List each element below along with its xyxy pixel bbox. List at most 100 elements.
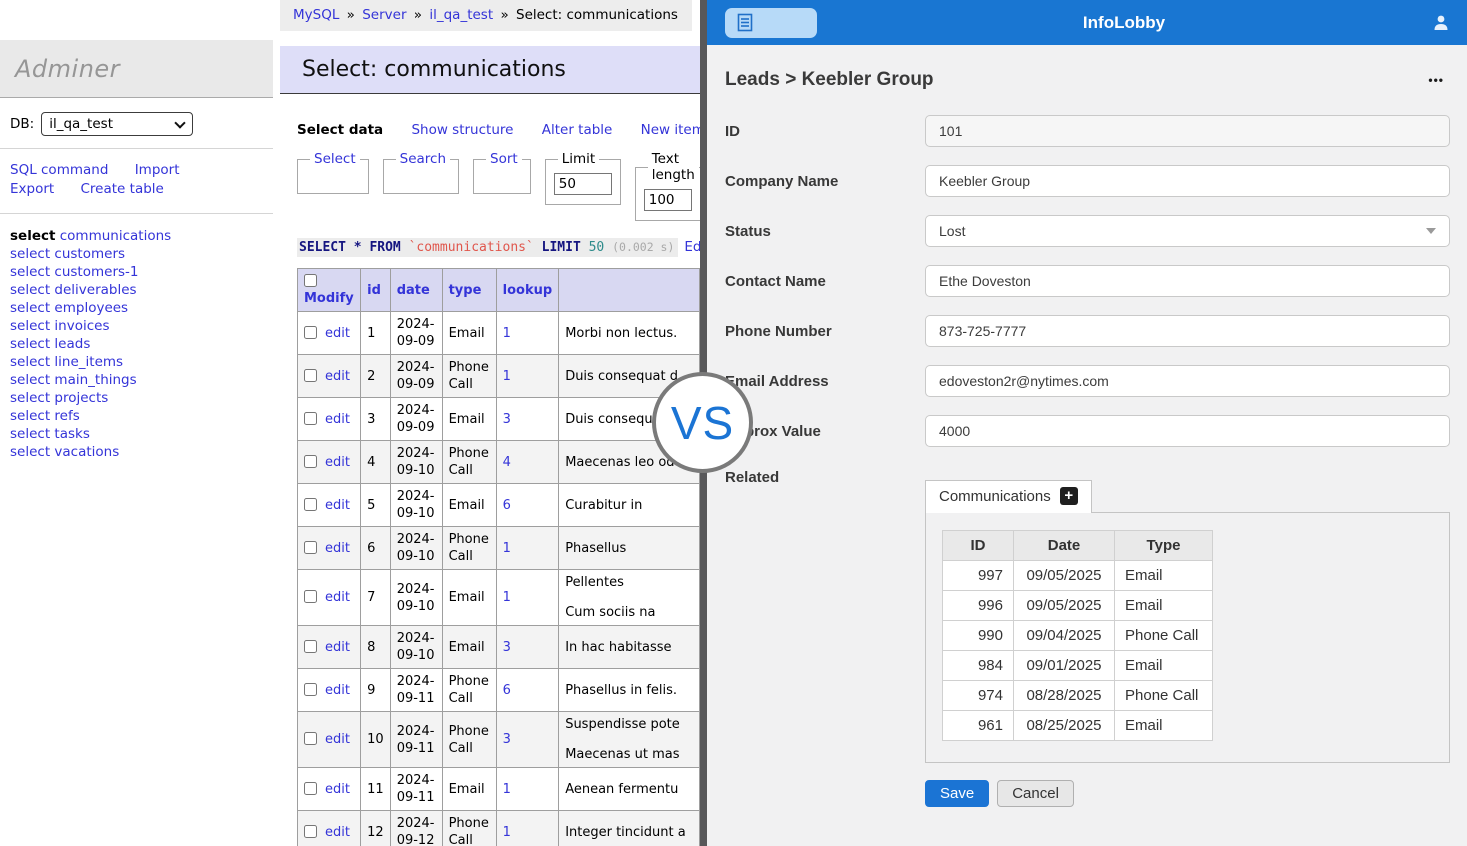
edit-link[interactable]: edit <box>325 326 350 341</box>
sql-command-link[interactable]: SQL command <box>10 162 108 178</box>
select-link-leads[interactable]: select <box>10 336 50 352</box>
modify-header-link[interactable]: Modify <box>304 291 354 306</box>
lookup-link[interactable]: 1 <box>503 825 511 840</box>
tab-new-item[interactable]: New item <box>641 122 700 138</box>
more-options-icon[interactable]: ••• <box>1428 73 1450 87</box>
select-link-projects[interactable]: select <box>10 390 50 406</box>
date-sort-link[interactable]: date <box>397 283 430 298</box>
email-address-field[interactable] <box>925 365 1450 397</box>
save-button[interactable]: Save <box>925 780 989 807</box>
select-legend-link[interactable]: Select <box>314 151 356 167</box>
cancel-button[interactable]: Cancel <box>997 780 1074 807</box>
edit-link[interactable]: edit <box>325 640 350 655</box>
table-link-refs[interactable]: refs <box>54 408 79 424</box>
row-checkbox[interactable] <box>304 782 317 795</box>
user-icon[interactable] <box>1431 13 1451 33</box>
breadcrumb-mysql[interactable]: MySQL <box>293 7 339 23</box>
select-link-tasks[interactable]: select <box>10 426 50 442</box>
table-link-customers[interactable]: customers <box>54 246 125 262</box>
export-link[interactable]: Export <box>10 181 54 197</box>
breadcrumb-db[interactable]: il_qa_test <box>429 7 493 23</box>
status-select[interactable]: Lost <box>925 215 1450 247</box>
contact-name-field[interactable] <box>925 265 1450 297</box>
row-checkbox[interactable] <box>304 825 317 838</box>
id-field[interactable] <box>925 115 1450 147</box>
row-checkbox[interactable] <box>304 541 317 554</box>
edit-link[interactable]: edit <box>325 369 350 384</box>
adminer-logo[interactable]: Adminer <box>15 55 120 83</box>
select-link-main-things[interactable]: select <box>10 372 50 388</box>
type-sort-link[interactable]: type <box>449 283 482 298</box>
edit-link[interactable]: edit <box>325 498 350 513</box>
tab-show-structure[interactable]: Show structure <box>411 122 513 138</box>
select-link-refs[interactable]: select <box>10 408 50 424</box>
select-link-employees[interactable]: select <box>10 300 50 316</box>
edit-link[interactable]: edit <box>325 590 350 605</box>
create-table-link[interactable]: Create table <box>81 181 164 197</box>
cell-text: Suspendisse poteMaecenas ut mas <box>559 712 700 768</box>
table-link-tasks[interactable]: tasks <box>54 426 89 442</box>
import-link[interactable]: Import <box>135 162 180 178</box>
lookup-link[interactable]: 1 <box>503 369 511 384</box>
row-checkbox[interactable] <box>304 369 317 382</box>
row-checkbox[interactable] <box>304 412 317 425</box>
row-checkbox[interactable] <box>304 326 317 339</box>
edit-link[interactable]: edit <box>325 732 350 747</box>
row-checkbox[interactable] <box>304 640 317 653</box>
lookup-link[interactable]: 1 <box>503 590 511 605</box>
lookup-link[interactable]: 4 <box>503 455 511 470</box>
table-link-line-items[interactable]: line_items <box>54 354 123 370</box>
lookup-link[interactable]: 3 <box>503 640 511 655</box>
edit-link[interactable]: edit <box>325 825 350 840</box>
select-all-checkbox[interactable] <box>304 274 317 287</box>
phone-number-field[interactable] <box>925 315 1450 347</box>
approx-value-field[interactable] <box>925 415 1450 447</box>
table-link-leads[interactable]: leads <box>54 336 90 352</box>
select-link-customers[interactable]: select <box>10 246 50 262</box>
limit-input[interactable] <box>554 173 612 195</box>
lookup-link[interactable]: 6 <box>503 683 511 698</box>
select-link-deliverables[interactable]: select <box>10 282 50 298</box>
edit-link[interactable]: edit <box>325 541 350 556</box>
table-link-communications[interactable]: communications <box>60 228 171 244</box>
lookup-link[interactable]: 3 <box>503 732 511 747</box>
lookup-link[interactable]: 1 <box>503 541 511 556</box>
table-link-employees[interactable]: employees <box>54 300 128 316</box>
lookup-link[interactable]: 6 <box>503 498 511 513</box>
select-link-customers-1[interactable]: select <box>10 264 50 280</box>
table-link-main-things[interactable]: main_things <box>54 372 136 388</box>
lookup-link[interactable]: 1 <box>503 326 511 341</box>
db-select[interactable]: il_qa_test <box>41 112 193 136</box>
tab-alter-table[interactable]: Alter table <box>542 122 613 138</box>
breadcrumb-server[interactable]: Server <box>362 7 406 23</box>
row-checkbox[interactable] <box>304 732 317 745</box>
table-link-vacations[interactable]: vacations <box>54 444 119 460</box>
row-checkbox[interactable] <box>304 590 317 603</box>
tab-communications[interactable]: Communications + <box>925 480 1092 513</box>
row-checkbox[interactable] <box>304 455 317 468</box>
search-legend-link[interactable]: Search <box>400 151 446 167</box>
row-checkbox[interactable] <box>304 498 317 511</box>
menu-button[interactable] <box>725 8 817 38</box>
text-length-input[interactable] <box>644 189 692 211</box>
sort-legend-link[interactable]: Sort <box>490 151 518 167</box>
edit-link[interactable]: edit <box>325 782 350 797</box>
lookup-sort-link[interactable]: lookup <box>503 283 553 298</box>
lookup-link[interactable]: 3 <box>503 412 511 427</box>
table-link-deliverables[interactable]: deliverables <box>54 282 136 298</box>
lookup-link[interactable]: 1 <box>503 782 511 797</box>
select-link-vacations[interactable]: select <box>10 444 50 460</box>
row-checkbox[interactable] <box>304 683 317 696</box>
company-name-field[interactable] <box>925 165 1450 197</box>
select-link-invoices[interactable]: select <box>10 318 50 334</box>
table-link-invoices[interactable]: invoices <box>54 318 109 334</box>
add-communication-icon[interactable]: + <box>1060 487 1078 505</box>
table-link-projects[interactable]: projects <box>54 390 108 406</box>
edit-link[interactable]: edit <box>325 683 350 698</box>
table-link-customers-1[interactable]: customers-1 <box>54 264 138 280</box>
sql-edit-link[interactable]: Edit <box>684 239 700 255</box>
select-link-line-items[interactable]: select <box>10 354 50 370</box>
edit-link[interactable]: edit <box>325 455 350 470</box>
id-sort-link[interactable]: id <box>367 283 381 298</box>
edit-link[interactable]: edit <box>325 412 350 427</box>
